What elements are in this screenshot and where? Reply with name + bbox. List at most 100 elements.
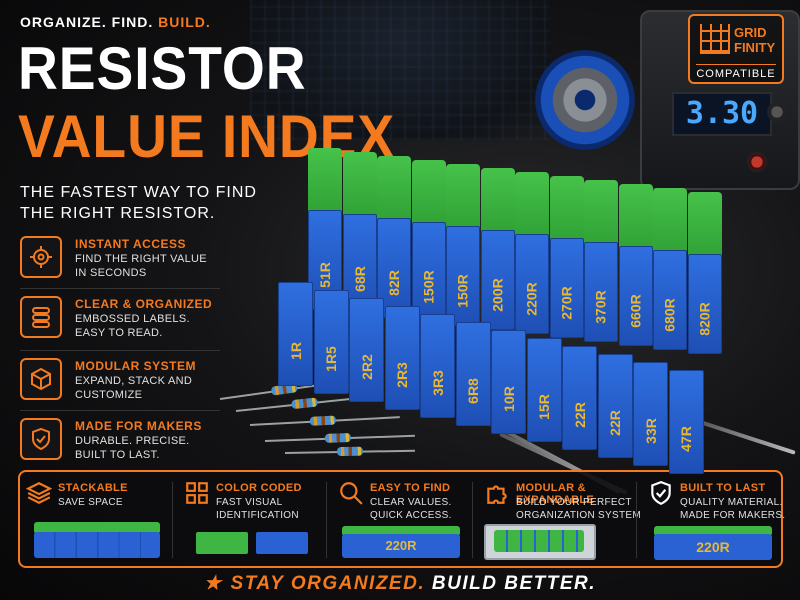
- feature-modular-system: MODULAR SYSTEM EXPAND, STACK AND CUSTOMIZ…: [20, 358, 250, 408]
- benefit-title: COLOR CODED: [216, 482, 302, 494]
- feature-desc: FIND THE RIGHT VALUE IN SECONDS: [75, 253, 207, 279]
- feature-desc: EXPAND, STACK AND CUSTOMIZE: [75, 375, 193, 401]
- benefit-modular-expandable: MODULAR & EXPANDABLE BUILD YOUR PERFECT O…: [478, 472, 641, 566]
- feature-title: CLEAR & ORGANIZED: [75, 297, 213, 311]
- bin-lid: [618, 184, 653, 252]
- bin-lid: [446, 164, 480, 232]
- bin-lid: [653, 188, 687, 256]
- bin-face: 680R: [653, 250, 687, 350]
- solder-spool: [535, 50, 635, 150]
- bin-face: 10R: [491, 330, 526, 434]
- feature-clear-organized: CLEAR & ORGANIZED EMBOSSED LABELS. EASY T…: [20, 296, 250, 346]
- feature-instant-access: INSTANT ACCESS FIND THE RIGHT VALUE IN SE…: [20, 236, 250, 286]
- multimeter-display: 3.30: [672, 92, 772, 136]
- bin-lid: [342, 152, 377, 220]
- bin-label: 6R8: [465, 378, 481, 404]
- benefit-divider: [172, 482, 173, 558]
- badge-brand: GRID FINITY: [734, 25, 776, 55]
- multimeter-black-jack: [767, 102, 787, 122]
- puzzle-icon: [487, 485, 507, 504]
- resistor-bin: 1R5: [313, 290, 349, 394]
- bin-label: 3R3: [429, 370, 446, 396]
- badge-label: COMPATIBLE: [696, 64, 776, 80]
- bin-label: 15R: [536, 394, 552, 420]
- resistor-bin: 51R: [308, 148, 342, 310]
- blue-swatch: [256, 532, 308, 554]
- bin-label: 820R: [696, 302, 713, 336]
- bin-lid: [308, 148, 342, 216]
- feature-title: MODULAR SYSTEM: [75, 359, 196, 373]
- bin-label: 82R: [386, 270, 402, 296]
- bin-label: 1R: [287, 342, 304, 360]
- bin-label: 51R: [317, 262, 333, 288]
- benefit-title: EASY TO FIND: [370, 482, 451, 494]
- cube-icon: [20, 358, 62, 400]
- subtitle: THE FASTEST WAY TO FIND THE RIGHT RESIST…: [20, 184, 257, 222]
- shield-check-icon: [20, 418, 62, 460]
- benefit-divider: [326, 482, 327, 558]
- bin-face: 2R2: [349, 298, 384, 402]
- benefit-title: MODULAR & EXPANDABLE: [516, 482, 594, 506]
- bin-label: 68R: [351, 266, 368, 292]
- resistor-bin: 370R: [584, 180, 618, 342]
- resistor-bin: 3R3: [420, 314, 455, 418]
- feature-divider: [20, 350, 220, 351]
- tagline-part2: BUILD.: [158, 14, 211, 30]
- benefit-desc: QUALITY MATERIAL. MADE FOR MAKERS.: [680, 497, 786, 521]
- bin-label: 22R: [607, 410, 623, 436]
- sample-bin-top: [654, 526, 772, 536]
- bin-face: 200R: [480, 230, 515, 330]
- bin-face: 47R: [668, 370, 704, 474]
- layers-icon: [26, 482, 52, 504]
- tray-bins: [494, 530, 584, 552]
- resistor-bin: 2R2: [349, 298, 384, 402]
- benefit-divider: [472, 482, 473, 558]
- resistor-bin: 820R: [687, 192, 722, 354]
- bin-label: 10R: [500, 386, 517, 412]
- bin-label: 33R: [642, 418, 659, 444]
- resistor-bin: 22R: [562, 346, 597, 450]
- resistor-bin: 2R3: [384, 306, 420, 410]
- search-icon: [340, 482, 363, 505]
- sample-bin-label: 220R: [342, 534, 460, 558]
- star-icon: ★: [203, 573, 223, 594]
- bin-face: 2R3: [384, 306, 420, 410]
- grid-icon: [700, 24, 730, 54]
- bin-lid: [480, 168, 515, 236]
- tagline: ORGANIZE. FIND. BUILD.: [20, 14, 211, 30]
- bin-face: 220R: [515, 234, 549, 334]
- sample-bin-label: 220R: [654, 534, 772, 560]
- tagline-part1: ORGANIZE. FIND.: [20, 14, 154, 30]
- benefit-title: BUILT TO LAST: [680, 482, 766, 494]
- resistor-bin: 220R: [515, 172, 549, 334]
- grid-icon: [186, 482, 208, 504]
- resistor-bin: 10R: [491, 330, 526, 434]
- bin-face: 820R: [687, 254, 722, 354]
- bin-face: 15R: [526, 338, 562, 442]
- resistor-bin: 6R8: [455, 322, 491, 426]
- footer-slogan: ★ STAY ORGANIZED. BUILD BETTER.: [0, 572, 800, 596]
- bin-lid: [411, 160, 446, 228]
- bin-lid: [515, 172, 549, 240]
- crosshair-icon: [20, 236, 62, 278]
- bin-face: 370R: [584, 242, 618, 342]
- bin-label: 47R: [678, 426, 694, 452]
- feature-desc: EMBOSSED LABELS. EASY TO READ.: [75, 313, 190, 339]
- resistor-bin: 22R: [597, 354, 633, 458]
- resistor-bin: 150R: [411, 160, 446, 322]
- circuit-board-background: [250, 0, 550, 140]
- bin-face: 1R: [278, 282, 313, 386]
- bin-face: 150R: [411, 222, 446, 322]
- benefit-desc: CLEAR VALUES. QUICK ACCESS.: [370, 497, 452, 521]
- bin-label: 220R: [524, 282, 540, 316]
- resistor-bin: 660R: [618, 184, 653, 346]
- bin-label: 2R3: [394, 362, 410, 388]
- bin-lid: [549, 176, 584, 244]
- sample-bin-top: [342, 526, 460, 536]
- bin-label: 200R: [489, 278, 506, 312]
- bin-face: 270R: [549, 238, 584, 338]
- bin-label: 660R: [627, 294, 644, 328]
- benefit-desc: BUILD YOUR PERFECT ORGANIZATION SYSTEM: [516, 497, 641, 521]
- resistor-bin: 82R: [377, 156, 411, 318]
- resistor-bin: 47R: [668, 370, 704, 474]
